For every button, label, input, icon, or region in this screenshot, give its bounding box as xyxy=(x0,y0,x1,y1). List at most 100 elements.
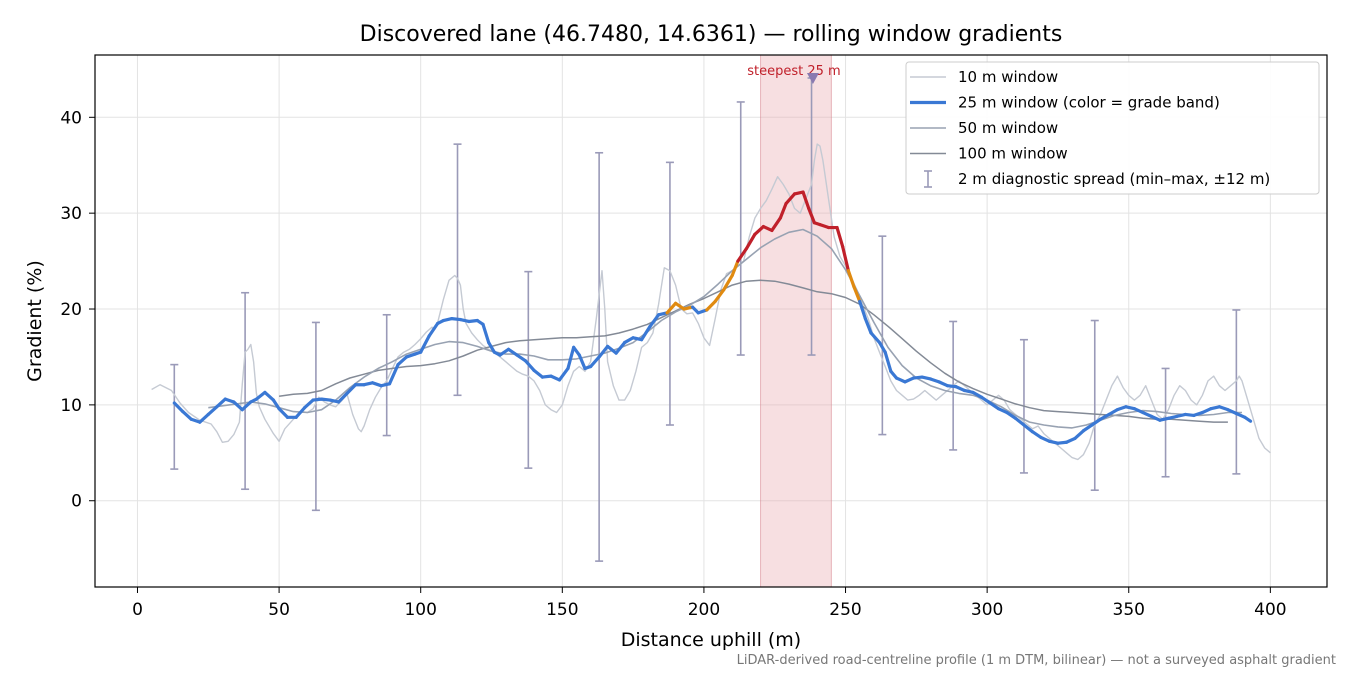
series-25m-segment xyxy=(577,353,587,371)
series-25m-segment xyxy=(419,334,431,354)
series-25m-segment xyxy=(971,390,984,399)
series-25m-segment xyxy=(784,192,797,206)
series-25m-segment xyxy=(240,400,253,412)
series-25m-segment xyxy=(1073,429,1086,441)
series-25m-segment xyxy=(263,390,276,402)
series-25m-segment xyxy=(744,232,757,251)
series-25m-segment xyxy=(206,405,219,417)
y-tick-label: 10 xyxy=(60,396,82,416)
series-line-3 xyxy=(279,279,1228,423)
spread-bar xyxy=(311,321,320,512)
series-25m-segment xyxy=(863,317,873,335)
series-25m-segment xyxy=(753,224,765,236)
series-25m-segment xyxy=(215,397,227,409)
series-25m-segment xyxy=(846,269,856,289)
series-25m-segment xyxy=(172,401,185,414)
chart-title: Discovered lane (46.7480, 14.6361) — rol… xyxy=(360,22,1063,47)
spread-bar xyxy=(453,143,462,397)
legend-label: 25 m window (color = grade band) xyxy=(958,94,1220,112)
series-25m-segment xyxy=(778,201,788,220)
spread-bar xyxy=(665,161,674,426)
y-tick-label: 0 xyxy=(71,492,82,512)
series-25m-segment xyxy=(198,412,210,424)
series-25m-segment xyxy=(181,409,193,421)
series-25m-segment xyxy=(302,398,315,410)
spread-bar xyxy=(382,313,391,437)
series-25m-segment xyxy=(623,336,635,345)
steepest-marker-icon xyxy=(806,72,819,84)
series-25m-segment xyxy=(713,288,726,303)
series-25m-segment xyxy=(345,383,358,395)
spread-bar xyxy=(524,270,533,469)
series-25m-segment xyxy=(801,190,811,210)
series-25m-segment xyxy=(673,301,686,311)
series-25m-segment xyxy=(835,225,845,249)
steepest-band xyxy=(760,54,832,588)
legend-entry: 10 m window xyxy=(910,68,1058,86)
steepest-marker-layer xyxy=(806,72,819,84)
spread-bar xyxy=(1090,319,1099,491)
series-25m-segment xyxy=(705,299,717,312)
series-25m-segment xyxy=(858,299,867,321)
legend-label: 2 m diagnostic spread (min–max, ±12 m) xyxy=(958,170,1270,188)
spread-bar xyxy=(878,235,887,436)
series-25m-segment xyxy=(1098,412,1111,421)
series-25m-segment xyxy=(736,247,749,263)
x-axis-ticks: 0 50 100 150 200 250 300 350 400 xyxy=(132,587,1287,620)
series-25m-segment xyxy=(336,391,349,404)
series-25m-segment xyxy=(277,407,290,419)
steepest-label: steepest 25 m xyxy=(747,64,840,79)
series-25m-segment xyxy=(1081,423,1094,433)
plot-frame xyxy=(94,54,1328,588)
legend-label: 50 m window xyxy=(958,119,1058,137)
series-25m-segment xyxy=(254,390,267,401)
series-25m-segment xyxy=(665,301,678,315)
series-25m-segment xyxy=(1243,415,1253,423)
series-25m-segment xyxy=(770,216,782,233)
x-tick-label: 150 xyxy=(546,600,578,620)
series-25m-segment xyxy=(515,353,528,363)
spread-bar xyxy=(736,101,745,356)
legend: 10 m window 25 m window (color = grade ba… xyxy=(905,61,1320,195)
series-25m-window xyxy=(172,190,1253,445)
x-tick-label: 300 xyxy=(971,600,1003,620)
series-25m-segment xyxy=(869,331,882,345)
series-25m-segment xyxy=(506,347,519,357)
series-25m-segment xyxy=(1090,417,1103,427)
spread-bar xyxy=(1161,367,1170,478)
legend-label: 10 m window xyxy=(958,68,1058,86)
series-25m-segment xyxy=(427,321,440,338)
series-25m-segment xyxy=(979,395,992,405)
legend-box xyxy=(905,61,1320,195)
y-axis-label: Gradient (%) xyxy=(24,260,46,382)
series-25m-segment xyxy=(597,344,610,359)
legend-entry: 25 m window (color = grade band) xyxy=(910,94,1220,112)
y-tick-label: 40 xyxy=(60,108,82,128)
series-25m-segment xyxy=(807,206,816,225)
steepest-highlight: steepest 25 m xyxy=(747,54,841,588)
series-25m-segment xyxy=(988,401,1001,411)
x-tick-label: 400 xyxy=(1254,600,1286,620)
series-line-0 xyxy=(151,143,1271,461)
series-25m-segment xyxy=(877,340,887,354)
x-tick-label: 0 xyxy=(132,600,143,620)
spread-bar xyxy=(170,363,179,470)
series-25m-segment xyxy=(589,355,601,369)
legend-entry: 50 m window xyxy=(910,119,1058,137)
y-tick-label: 30 xyxy=(60,204,82,224)
spread-bar xyxy=(241,291,250,491)
x-tick-label: 50 xyxy=(268,600,290,620)
series-25m-segment xyxy=(387,363,400,386)
footnote: LiDAR-derived road-centreline profile (1… xyxy=(737,653,1336,668)
series-25m-segment xyxy=(614,340,627,355)
series-25m-segment xyxy=(730,259,740,278)
series-25m-segment xyxy=(523,359,536,372)
series-25m-segment xyxy=(1107,408,1120,417)
series-25m-segment xyxy=(648,313,661,328)
x-tick-label: 350 xyxy=(1113,600,1145,620)
x-axis-label: Distance uphill (m) xyxy=(621,629,801,651)
series-25m-segment xyxy=(294,406,307,419)
series-25m-segment xyxy=(1005,410,1018,420)
series-25m-segment xyxy=(232,400,244,412)
